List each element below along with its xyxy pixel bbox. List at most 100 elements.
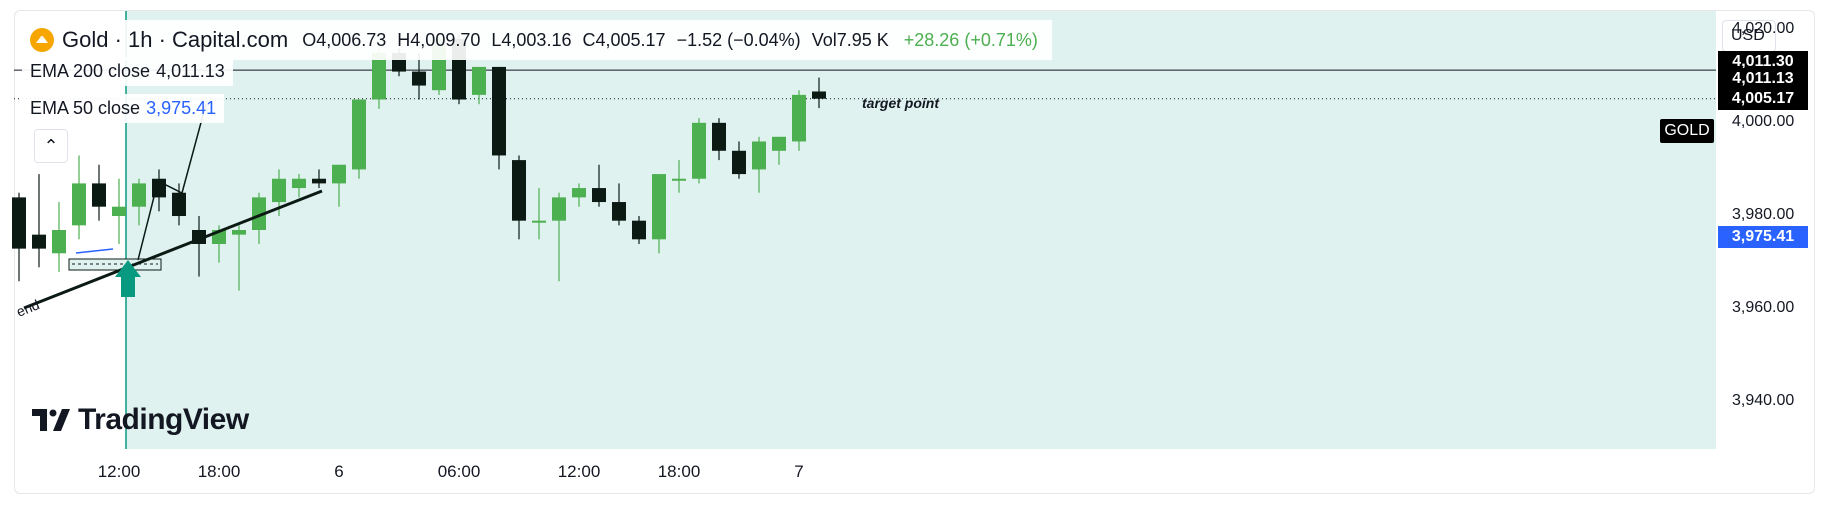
candle-body bbox=[32, 234, 46, 249]
candle-body bbox=[292, 178, 306, 189]
candle-body bbox=[92, 183, 106, 207]
candle-body bbox=[652, 174, 666, 240]
candle-body bbox=[592, 188, 606, 203]
candle-body bbox=[752, 141, 766, 170]
candle[interactable] bbox=[312, 169, 326, 189]
candle-body bbox=[272, 178, 286, 203]
arrow-up-icon[interactable] bbox=[115, 260, 141, 297]
ema50-price-badge: 3,975.41 bbox=[1718, 226, 1808, 249]
candle-body bbox=[72, 183, 86, 226]
candle[interactable] bbox=[552, 192, 566, 282]
candle-body bbox=[672, 178, 686, 181]
gold-logo-icon bbox=[30, 28, 54, 52]
candle[interactable] bbox=[532, 188, 546, 240]
candle-body bbox=[532, 220, 546, 223]
ema200-legend[interactable]: EMA 200 close 4,011.13 bbox=[22, 57, 233, 86]
candle[interactable] bbox=[472, 66, 486, 105]
highlight-zone bbox=[126, 11, 1716, 449]
candle-body bbox=[332, 164, 346, 184]
candle[interactable] bbox=[92, 164, 106, 221]
candle[interactable] bbox=[72, 155, 86, 240]
tradingview-logo[interactable]: TradingView bbox=[32, 403, 249, 437]
candle-body bbox=[52, 230, 66, 254]
candle-body bbox=[572, 188, 586, 198]
symbol-title[interactable]: Gold · 1h · Capital.com bbox=[62, 27, 289, 52]
candle-body bbox=[172, 192, 186, 217]
candle-body bbox=[232, 230, 246, 235]
candle[interactable] bbox=[672, 160, 686, 193]
trendline[interactable] bbox=[23, 189, 323, 310]
candle-body bbox=[492, 66, 506, 156]
last-price-badge: 4,005.17 bbox=[1718, 87, 1808, 110]
candle[interactable] bbox=[612, 183, 626, 226]
target-point-label: target point bbox=[862, 95, 939, 111]
candle-body bbox=[812, 91, 826, 99]
candle[interactable] bbox=[712, 118, 726, 161]
candle[interactable] bbox=[12, 192, 26, 282]
candle[interactable] bbox=[772, 136, 786, 165]
candle[interactable] bbox=[32, 174, 46, 268]
candle[interactable] bbox=[732, 141, 746, 179]
candle-body bbox=[472, 66, 486, 95]
ema50-legend[interactable]: EMA 50 close 3,975.41 bbox=[22, 94, 225, 123]
y-tick-label: 3,980.00 bbox=[1732, 206, 1795, 224]
candle-body bbox=[252, 197, 266, 230]
candle[interactable] bbox=[632, 216, 646, 244]
candle[interactable] bbox=[652, 174, 666, 254]
candle[interactable] bbox=[792, 90, 806, 151]
candle[interactable] bbox=[692, 118, 706, 184]
candle[interactable] bbox=[252, 192, 266, 244]
candle[interactable] bbox=[752, 136, 766, 193]
candle-body bbox=[772, 136, 786, 151]
ema200-value: 4,011.13 bbox=[156, 61, 225, 81]
candle[interactable] bbox=[52, 202, 66, 272]
candle[interactable] bbox=[172, 183, 186, 226]
candle[interactable] bbox=[112, 178, 126, 244]
x-tick-label: 7 bbox=[794, 462, 804, 481]
tradingview-logo-icon bbox=[32, 409, 70, 431]
candle[interactable] bbox=[352, 99, 366, 179]
x-tick-label: 18:00 bbox=[197, 462, 241, 481]
candle-body bbox=[612, 202, 626, 221]
candle-body bbox=[412, 71, 426, 86]
tradingview-wordmark: TradingView bbox=[78, 403, 249, 436]
candle[interactable] bbox=[292, 174, 306, 198]
ema50-segment bbox=[75, 248, 114, 254]
symbol-tag: GOLD bbox=[1660, 119, 1714, 143]
candle[interactable] bbox=[132, 178, 146, 226]
low-value: L4,003.16 bbox=[491, 29, 572, 50]
collapse-legend-button[interactable]: ⌃ bbox=[34, 129, 68, 163]
ema200-price-badge: 4,011.13 bbox=[1718, 67, 1808, 90]
open-value: O4,006.73 bbox=[302, 29, 387, 50]
candle-body bbox=[552, 197, 566, 221]
candle-body bbox=[372, 52, 386, 100]
candle-body bbox=[792, 94, 806, 142]
change-value: −1.52 (−0.04%) bbox=[676, 29, 801, 50]
x-tick-label: 06:00 bbox=[437, 462, 481, 481]
candle[interactable] bbox=[812, 77, 826, 109]
target-price-badge: 4,011.30 bbox=[1718, 51, 1808, 74]
candle[interactable] bbox=[512, 155, 526, 240]
candle[interactable] bbox=[492, 66, 506, 170]
high-value: H4,009.70 bbox=[397, 29, 481, 50]
projection-path[interactable] bbox=[137, 103, 207, 261]
ema200-label: EMA 200 close bbox=[30, 61, 151, 81]
x-tick-label: 6 bbox=[334, 462, 344, 481]
y-tick-label: 4,000.00 bbox=[1732, 112, 1795, 130]
candle[interactable] bbox=[332, 164, 346, 207]
period-change: +28.26 (+0.71%) bbox=[903, 29, 1038, 50]
y-tick-label: 3,940.00 bbox=[1732, 392, 1795, 410]
currency-selector[interactable]: USD bbox=[1722, 20, 1776, 52]
candle-body bbox=[352, 99, 366, 170]
chart-header: Gold · 1h · Capital.com O4,006.73 H4,009… bbox=[22, 20, 1052, 60]
candle-body bbox=[112, 206, 126, 217]
y-tick-label: 4,020.00 bbox=[1732, 19, 1795, 37]
candle-body bbox=[12, 197, 26, 249]
y-tick-label: 3,960.00 bbox=[1732, 299, 1795, 317]
candle[interactable] bbox=[412, 52, 426, 100]
chevron-up-icon: ⌃ bbox=[43, 135, 59, 156]
candle[interactable] bbox=[232, 225, 246, 291]
candle[interactable] bbox=[572, 183, 586, 207]
candle[interactable] bbox=[592, 164, 606, 207]
